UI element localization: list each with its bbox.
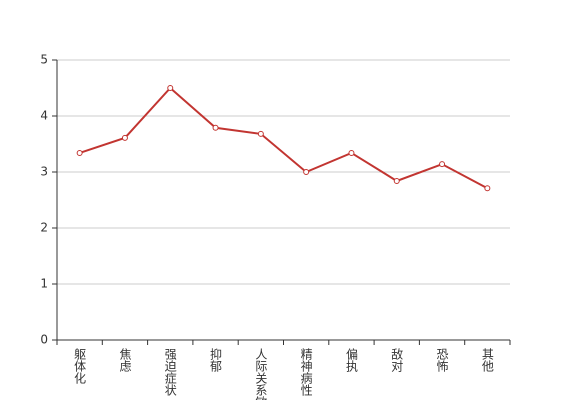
x-tick-label: 强迫症状: [163, 348, 177, 396]
y-tick-label: 3: [40, 165, 48, 179]
x-tick-label: 敌对: [390, 347, 404, 372]
x-tick-label: 偏执: [344, 347, 358, 373]
point: [257, 130, 264, 137]
line: [79, 86, 488, 190]
x-tick-label: 精神病性: [299, 348, 313, 397]
x-tick-label: 其他: [480, 348, 494, 372]
point: [121, 134, 128, 141]
y-tick-label: 4: [40, 109, 48, 123]
x-tick-label: 恐怖: [435, 348, 449, 372]
y-tick-label: 1: [40, 277, 48, 291]
point: [439, 161, 446, 168]
y-tick-label: 0: [40, 333, 48, 347]
point: [167, 85, 174, 91]
y-tick-label: 5: [40, 53, 48, 67]
point: [212, 124, 219, 131]
point: [484, 185, 491, 192]
y-tick-label: 2: [40, 221, 48, 235]
x-tick-label: 抑郁: [209, 347, 223, 373]
x-tick-label: 躯体化: [73, 347, 87, 385]
point: [348, 149, 355, 156]
point: [303, 169, 310, 175]
x-tick-label: 人际关系敏感: [254, 348, 268, 400]
point: [393, 177, 400, 184]
point: [76, 149, 83, 156]
x-tick-label: 焦虑: [118, 348, 132, 372]
